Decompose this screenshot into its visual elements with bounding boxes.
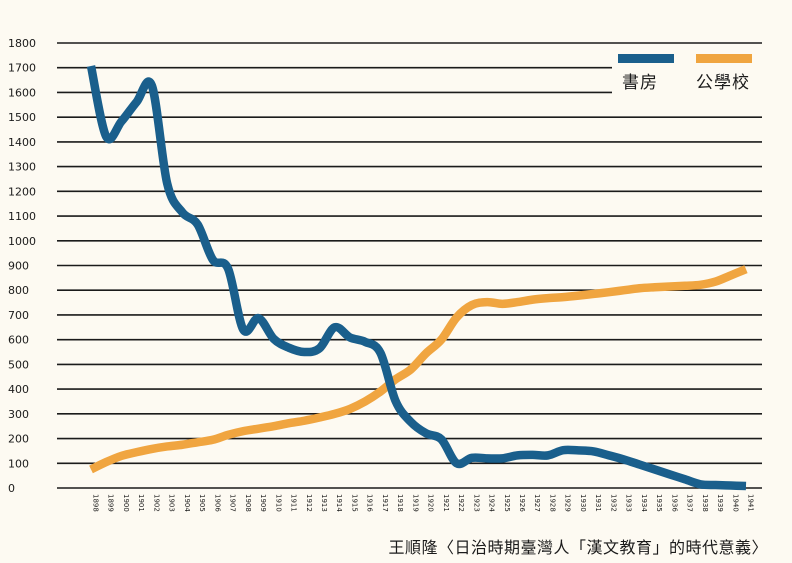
x-tick-label-1909: 1909 (259, 494, 267, 512)
x-tick-label-1913: 1913 (320, 494, 328, 512)
x-tick-label-1922: 1922 (457, 494, 465, 512)
x-tick-label-1907: 1907 (229, 494, 237, 512)
x-tick-label-1941: 1941 (747, 494, 755, 512)
x-tick-label-1927: 1927 (533, 494, 541, 512)
y-axis-ticks: 0 100 200 300 400 500 600 700 800 900 1000 1100 1200… (8, 37, 36, 495)
x-tick-label-1905: 1905 (198, 494, 206, 512)
x-tick-label-1929: 1929 (564, 494, 572, 512)
x-tick-label-1908: 1908 (244, 494, 252, 512)
y-tick-label-1000: 1000 (8, 235, 36, 248)
legend-label-gongxuexiao: 公學校 (696, 73, 750, 93)
x-tick-label-1923: 1923 (472, 494, 480, 512)
x-tick-label-1934: 1934 (640, 494, 648, 512)
x-tick-label-1919: 1919 (411, 494, 419, 512)
y-tick-label-1700: 1700 (8, 62, 36, 75)
x-tick-label-1928: 1928 (548, 494, 556, 512)
y-tick-label-400: 400 (8, 383, 29, 396)
legend: 書房 公學校 (612, 46, 762, 98)
x-tick-label-1939: 1939 (716, 494, 724, 512)
x-tick-label-1899: 1899 (107, 494, 115, 512)
y-tick-label-300: 300 (8, 408, 29, 421)
x-tick-label-1916: 1916 (366, 494, 374, 512)
y-tick-label-1400: 1400 (8, 136, 36, 149)
y-tick-label-200: 200 (8, 433, 29, 446)
x-tick-label-1938: 1938 (701, 494, 709, 512)
x-tick-label-1915: 1915 (350, 494, 358, 512)
x-tick-label-1940: 1940 (731, 494, 739, 512)
legend-swatch-shufang (618, 54, 674, 63)
y-tick-label-1200: 1200 (8, 185, 36, 198)
gridlines (57, 42, 762, 489)
x-tick-label-1917: 1917 (381, 494, 389, 512)
y-tick-label-1500: 1500 (8, 111, 36, 124)
x-tick-label-1925: 1925 (503, 494, 511, 512)
x-tick-label-1924: 1924 (488, 494, 496, 512)
x-tick-label-1930: 1930 (579, 494, 587, 512)
x-tick-label-1904: 1904 (183, 494, 191, 512)
x-tick-label-1901: 1901 (137, 494, 145, 512)
y-tick-label-100: 100 (8, 457, 29, 470)
x-tick-label-1933: 1933 (625, 494, 633, 512)
x-tick-label-1906: 1906 (213, 494, 221, 512)
x-tick-label-1902: 1902 (152, 494, 160, 512)
y-tick-label-1100: 1100 (8, 210, 36, 223)
y-tick-label-700: 700 (8, 309, 29, 322)
series-line-0 (86, 65, 747, 491)
y-tick-label-0: 0 (8, 482, 15, 495)
x-tick-label-1910: 1910 (274, 494, 282, 512)
y-tick-label-1300: 1300 (8, 161, 36, 174)
series-lines (86, 65, 748, 491)
x-tick-label-1921: 1921 (442, 494, 450, 512)
y-tick-label-500: 500 (8, 358, 29, 371)
x-tick-label-1926: 1926 (518, 494, 526, 512)
y-tick-label-900: 900 (8, 260, 29, 273)
x-tick-label-1920: 1920 (427, 494, 435, 512)
x-tick-label-1918: 1918 (396, 494, 404, 512)
x-tick-label-1932: 1932 (609, 494, 617, 512)
x-tick-label-1900: 1900 (122, 494, 130, 512)
series-line-1 (89, 265, 748, 474)
legend-label-shufang: 書房 (622, 73, 658, 93)
y-tick-label-600: 600 (8, 334, 29, 347)
legend-swatch-gongxuexiao (696, 54, 752, 63)
x-tick-label-1898: 1898 (92, 494, 100, 512)
source-caption: 王順隆〈日治時期臺灣人「漢文教育」的時代意義〉 (388, 538, 768, 557)
y-tick-label-800: 800 (8, 284, 29, 297)
x-tick-label-1914: 1914 (335, 494, 343, 512)
x-tick-label-1903: 1903 (168, 494, 176, 512)
x-tick-label-1937: 1937 (686, 494, 694, 512)
x-tick-label-1911: 1911 (290, 494, 298, 512)
y-tick-label-1600: 1600 (8, 86, 36, 99)
x-tick-label-1935: 1935 (655, 494, 663, 512)
x-tick-label-1931: 1931 (594, 494, 602, 512)
y-tick-label-1800: 1800 (8, 37, 36, 50)
x-tick-label-1936: 1936 (670, 494, 678, 512)
x-axis-ticks: 1898 1899 1900 1901 1902 1903 1904 1905 1906 1907… (92, 494, 755, 512)
x-tick-label-1912: 1912 (305, 494, 313, 512)
